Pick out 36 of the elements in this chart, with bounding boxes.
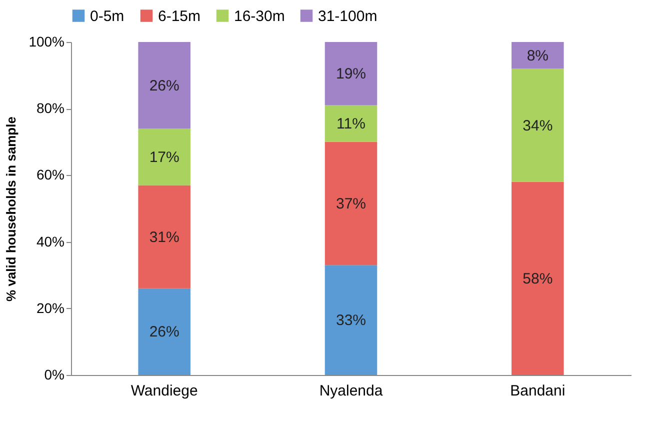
data-label: 26% [149, 77, 180, 94]
y-tick-label: 60% [36, 166, 64, 183]
data-label: 17% [149, 148, 180, 166]
data-label: 37% [336, 196, 366, 213]
bar [324, 42, 378, 106]
x-tick-label: Bandani [510, 382, 566, 400]
bar [512, 68, 564, 182]
legend-label: 16-30m [234, 8, 285, 25]
y-tick-label: 20% [36, 300, 64, 316]
bar [512, 182, 564, 375]
bar [138, 128, 190, 186]
data-label: 26% [149, 324, 180, 341]
data-label: 33% [336, 312, 366, 330]
bar [138, 185, 190, 288]
legend-label: 31-100m [318, 8, 378, 25]
x-tick-label: Wandiege [130, 382, 198, 400]
data-label: 8% [526, 47, 549, 64]
data-label: 34% [522, 117, 553, 134]
legend-label: 0-5m [90, 8, 124, 25]
legend-label: 6-15m [158, 8, 201, 25]
bar [512, 42, 564, 69]
bar [324, 142, 378, 266]
bar [138, 42, 190, 129]
data-label: 11% [336, 116, 366, 133]
x-tick-label: Nyalenda [319, 382, 384, 400]
data-label: 31% [149, 228, 180, 246]
y-tick-label: 100% [28, 34, 64, 50]
bar [138, 288, 190, 375]
y-axis-title: % valid households in sample [4, 116, 19, 302]
data-label: 19% [336, 66, 366, 83]
y-tick-label: 80% [36, 100, 64, 116]
y-tick-label: 40% [36, 233, 64, 250]
y-tick-label: 0% [44, 366, 64, 382]
data-label: 58% [522, 270, 553, 288]
bar [324, 265, 378, 375]
bar [324, 105, 378, 142]
